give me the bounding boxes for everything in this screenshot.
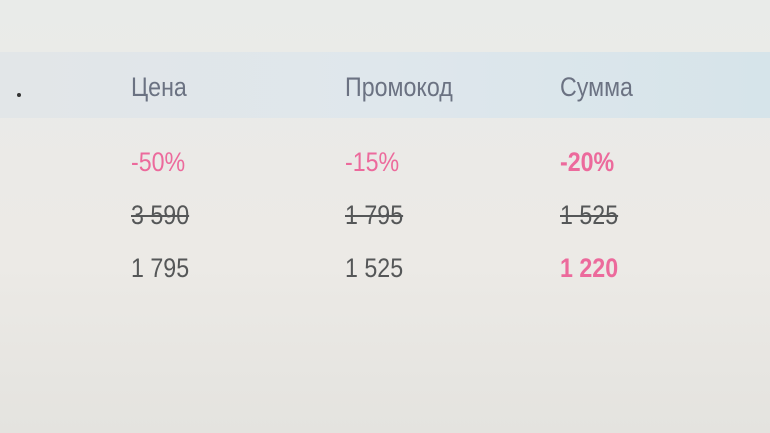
table-header	[0, 52, 770, 118]
discount-promocode: -15%	[345, 147, 400, 177]
old-price-total: 1 525	[560, 200, 619, 230]
discount-price: -50%	[131, 147, 186, 177]
old-price-promocode: 1 795	[345, 200, 404, 230]
column-header-total: Сумма	[560, 72, 633, 102]
new-price-total: 1 220	[560, 253, 619, 283]
new-price-promocode: 1 525	[345, 253, 404, 283]
new-price-price: 1 795	[131, 253, 190, 283]
discount-total: -20%	[560, 147, 615, 177]
bullet-dot	[17, 93, 21, 97]
old-price-price: 3 590	[131, 200, 190, 230]
column-header-promocode: Промокод	[345, 72, 453, 102]
column-header-price: Цена	[131, 72, 187, 102]
